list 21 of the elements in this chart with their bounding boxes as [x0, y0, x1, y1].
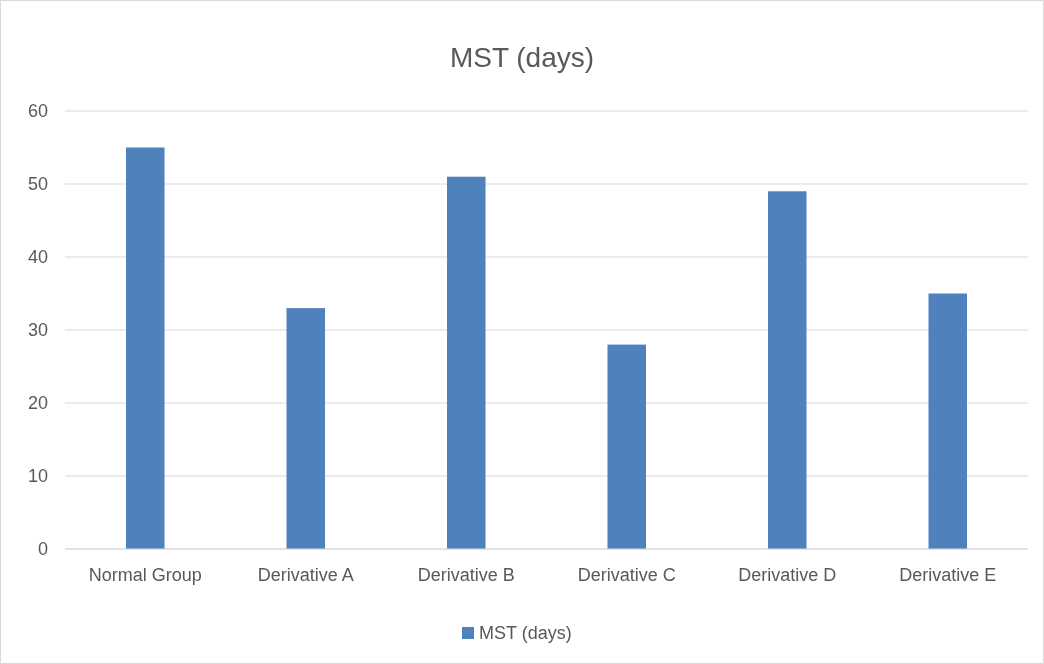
- x-tick-label: Derivative A: [257, 565, 354, 585]
- y-tick-label: 40: [27, 247, 48, 268]
- y-tick-label: 10: [27, 466, 48, 487]
- x-tick-label: Derivative E: [899, 565, 997, 585]
- bar: [767, 191, 807, 549]
- bar: [446, 176, 486, 549]
- x-tick-label: Derivative C: [577, 565, 676, 585]
- legend-label: MST (days): [479, 623, 572, 644]
- bar: [286, 308, 326, 549]
- x-tick-label: Derivative D: [738, 565, 837, 585]
- x-tick-label: Normal Group: [88, 565, 202, 585]
- bar: [928, 293, 968, 549]
- y-tick-label: 30: [27, 320, 48, 341]
- x-tick-label: Derivative B: [417, 565, 515, 585]
- chart-title: MST (days): [449, 41, 595, 73]
- y-tick-label: 20: [27, 393, 48, 414]
- bar: [125, 147, 165, 549]
- bar: [607, 344, 647, 549]
- y-tick-label: 60: [27, 101, 48, 122]
- y-tick-label: 50: [27, 174, 48, 195]
- y-tick-label: 0: [37, 539, 48, 560]
